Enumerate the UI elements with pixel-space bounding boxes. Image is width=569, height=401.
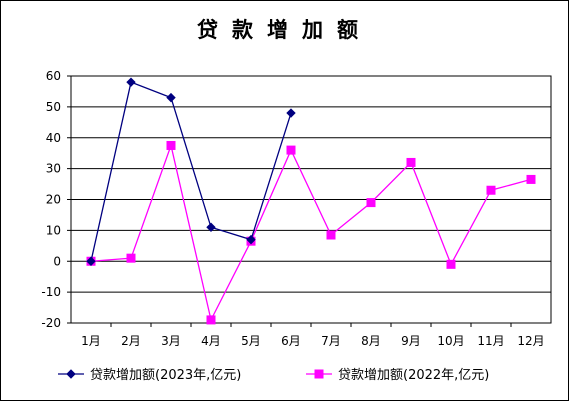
data-point <box>206 315 216 325</box>
x-axis: 1月 2月 3月 4月 5月 6月 7月 8月 9月 10月 11月 12月 <box>81 323 545 348</box>
data-point <box>286 108 296 118</box>
data-point <box>166 140 176 150</box>
y-tick-label: 50 <box>46 100 61 114</box>
legend-label: 贷款增加额(2023年,亿元) <box>90 368 241 383</box>
legend-item: 贷款增加额(2023年,亿元) <box>58 368 241 383</box>
data-point <box>286 145 296 155</box>
y-tick-label: 10 <box>46 223 61 237</box>
data-point <box>366 198 376 208</box>
series <box>86 77 536 325</box>
data-point <box>526 174 536 184</box>
y-tick-label: 40 <box>46 131 61 145</box>
x-tick-label: 4月 <box>201 334 221 348</box>
data-point <box>86 256 96 266</box>
x-tick-label: 9月 <box>401 334 421 348</box>
data-point <box>326 230 336 240</box>
x-tick-label: 1月 <box>81 334 101 348</box>
data-point <box>206 222 216 232</box>
y-tick-label: 20 <box>46 193 61 207</box>
legend: 贷款增加额(2023年,亿元) 贷款增加额(2022年,亿元) <box>58 368 489 383</box>
x-tick-label: 6月 <box>281 334 301 348</box>
data-point <box>126 77 136 87</box>
x-tick-label: 12月 <box>517 334 544 348</box>
x-tick-label: 10月 <box>437 334 464 348</box>
data-point <box>446 259 456 269</box>
series-line <box>90 81 292 262</box>
legend-label: 贷款增加额(2022年,亿元) <box>338 368 489 383</box>
y-axis: -20 -10 0 10 20 30 40 50 60 <box>41 69 71 330</box>
x-tick-label: 3月 <box>161 334 181 348</box>
y-tick-label: 60 <box>46 69 61 83</box>
series-line <box>90 143 532 322</box>
legend-marker <box>66 369 76 379</box>
x-tick-label: 8月 <box>361 334 381 348</box>
data-point <box>166 92 176 103</box>
data-point <box>406 157 416 167</box>
x-tick-label: 11月 <box>477 334 504 348</box>
legend-item: 贷款增加额(2022年,亿元) <box>306 368 489 383</box>
y-tick-label: 0 <box>53 254 61 268</box>
x-tick-label: 5月 <box>241 334 261 348</box>
x-tick-label: 2月 <box>121 334 141 348</box>
x-tick-label: 7月 <box>321 334 341 348</box>
data-point <box>246 234 256 245</box>
y-tick-label: -20 <box>41 316 61 330</box>
chart-title: 贷款增加额 <box>197 18 372 42</box>
y-tick-label: -10 <box>41 285 61 299</box>
y-tick-label: 30 <box>46 162 61 176</box>
gridlines <box>71 75 551 324</box>
series-0 <box>86 77 296 266</box>
legend-marker <box>314 369 324 379</box>
data-point <box>486 185 496 195</box>
data-point <box>126 253 136 263</box>
